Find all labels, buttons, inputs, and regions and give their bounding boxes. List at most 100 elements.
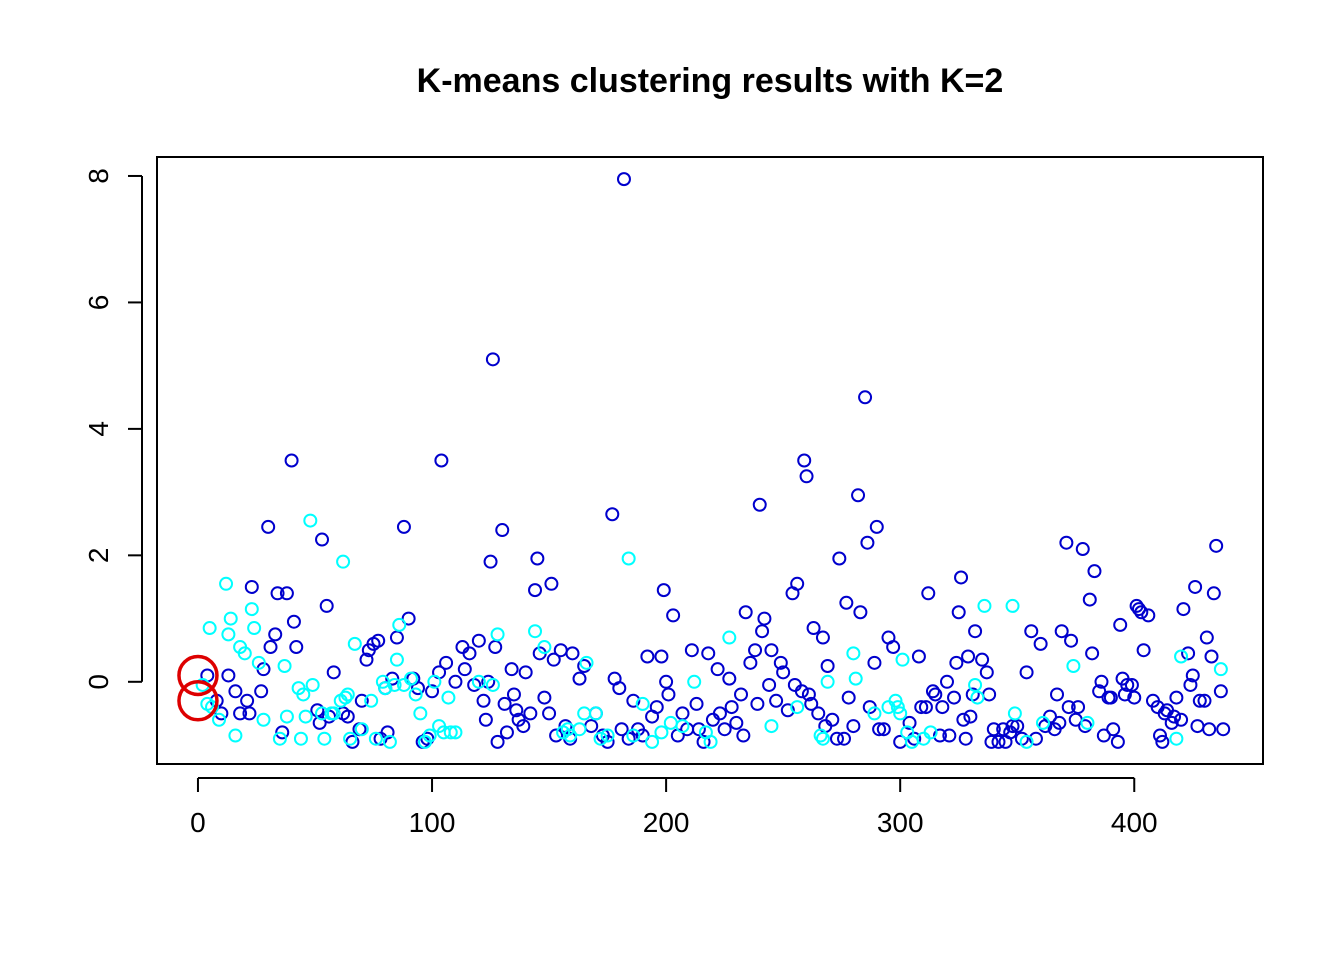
cluster-2-point xyxy=(893,706,908,721)
cluster-2-point xyxy=(336,554,351,569)
cluster-1-point xyxy=(975,652,990,667)
cluster-2-point xyxy=(338,690,353,705)
cluster-1-point xyxy=(315,532,330,547)
cluster-1-point xyxy=(1052,715,1067,730)
cluster-2-point xyxy=(202,621,217,636)
cluster-1-point xyxy=(928,687,943,702)
cluster-1-point xyxy=(1209,538,1224,553)
cluster-1-point xyxy=(396,519,411,534)
cluster-1-point xyxy=(1078,719,1093,734)
cluster-1-point xyxy=(605,507,620,522)
cluster-2-point xyxy=(347,636,362,651)
cluster-1-point xyxy=(825,712,840,727)
cluster-1-point xyxy=(462,646,477,661)
cluster-1-point xyxy=(319,598,334,613)
cluster-1-point xyxy=(244,579,259,594)
y-tick-label: 8 xyxy=(83,168,114,184)
cluster-1-point xyxy=(261,519,276,534)
cluster-1-point xyxy=(659,674,674,689)
cluster-1-point xyxy=(1028,731,1043,746)
cluster-1-point xyxy=(752,497,767,512)
cluster-1-point xyxy=(1005,719,1020,734)
cluster-2-point xyxy=(970,690,985,705)
cluster-1-point xyxy=(1110,734,1125,749)
cluster-1-point xyxy=(820,658,835,673)
cluster-1-point xyxy=(1087,564,1102,579)
cluster-2-point xyxy=(1080,715,1095,730)
cluster-2-point xyxy=(408,687,423,702)
cluster-1-point xyxy=(565,646,580,661)
cluster-1-point xyxy=(1192,693,1207,708)
cluster-1-point xyxy=(572,671,587,686)
cluster-1-point xyxy=(743,655,758,670)
x-axis: 0 100 200 300 400 xyxy=(190,777,1158,838)
cluster-1-point xyxy=(612,681,627,696)
cluster-2-point xyxy=(389,652,404,667)
cluster-1-point xyxy=(851,488,866,503)
cluster-2-point xyxy=(378,681,393,696)
cluster-1-point xyxy=(666,608,681,623)
cluster-1-point xyxy=(439,655,454,670)
cluster-2-point xyxy=(228,728,243,743)
cluster-1-point xyxy=(949,655,964,670)
cluster-1-point xyxy=(722,671,737,686)
cluster-1-point xyxy=(684,643,699,658)
x-tick-label: 400 xyxy=(1111,807,1158,838)
cluster-1-point xyxy=(1059,535,1074,550)
cluster-1-point xyxy=(1136,643,1151,658)
cluster-2-point xyxy=(413,706,428,721)
cluster-center-marker xyxy=(177,680,219,722)
cluster-2-point xyxy=(593,731,608,746)
cluster-1-point xyxy=(675,706,690,721)
cluster-2-point xyxy=(563,728,578,743)
cluster-1-point xyxy=(483,554,498,569)
x-tick-label: 100 xyxy=(409,807,456,838)
cluster-2-point xyxy=(340,687,355,702)
cluster-1-point xyxy=(794,684,809,699)
cluster-1-point xyxy=(359,652,374,667)
cluster-1-point xyxy=(354,693,369,708)
data-points xyxy=(195,172,1231,749)
cluster-1-point xyxy=(942,728,957,743)
cluster-2-point xyxy=(382,734,397,749)
cluster-2-point xyxy=(427,674,442,689)
cluster-2-point xyxy=(1066,658,1081,673)
cluster-2-point xyxy=(820,674,835,689)
cluster-1-point xyxy=(584,719,599,734)
cluster-1-point xyxy=(537,690,552,705)
cluster-1-point xyxy=(448,674,463,689)
cluster-1-point xyxy=(935,700,950,715)
cluster-1-point xyxy=(506,687,521,702)
cluster-2-point xyxy=(443,725,458,740)
cluster-2-point xyxy=(626,728,641,743)
cluster-1-point xyxy=(1206,586,1221,601)
cluster-2-point xyxy=(422,728,437,743)
cluster-1-point xyxy=(1169,690,1184,705)
cluster-1-point xyxy=(954,570,969,585)
cluster-2-point xyxy=(256,712,271,727)
cluster-2-point xyxy=(448,725,463,740)
cluster-2-point xyxy=(813,728,828,743)
cluster-1-point xyxy=(853,605,868,620)
cluster-1-point xyxy=(1096,728,1111,743)
cluster-1-point xyxy=(626,693,641,708)
cluster-1-point xyxy=(1181,646,1196,661)
cluster-1-point xyxy=(801,687,816,702)
cluster-1-point xyxy=(549,728,564,743)
cluster-1-point xyxy=(799,469,814,484)
cluster-1-point xyxy=(691,722,706,737)
cluster-1-point xyxy=(963,709,978,724)
cluster-1-point xyxy=(516,719,531,734)
cluster-1-point xyxy=(289,640,304,655)
cluster-2-point xyxy=(537,640,552,655)
cluster-2-point xyxy=(272,731,287,746)
cluster-2-point xyxy=(277,658,292,673)
cluster-1-point xyxy=(635,728,650,743)
cluster-1-point xyxy=(750,696,765,711)
cluster-1-point xyxy=(696,734,711,749)
cluster-1-point xyxy=(717,722,732,737)
cluster-2-point xyxy=(572,722,587,737)
cluster-2-point xyxy=(298,709,313,724)
cluster-1-point xyxy=(490,734,505,749)
cluster-1-point xyxy=(811,706,826,721)
